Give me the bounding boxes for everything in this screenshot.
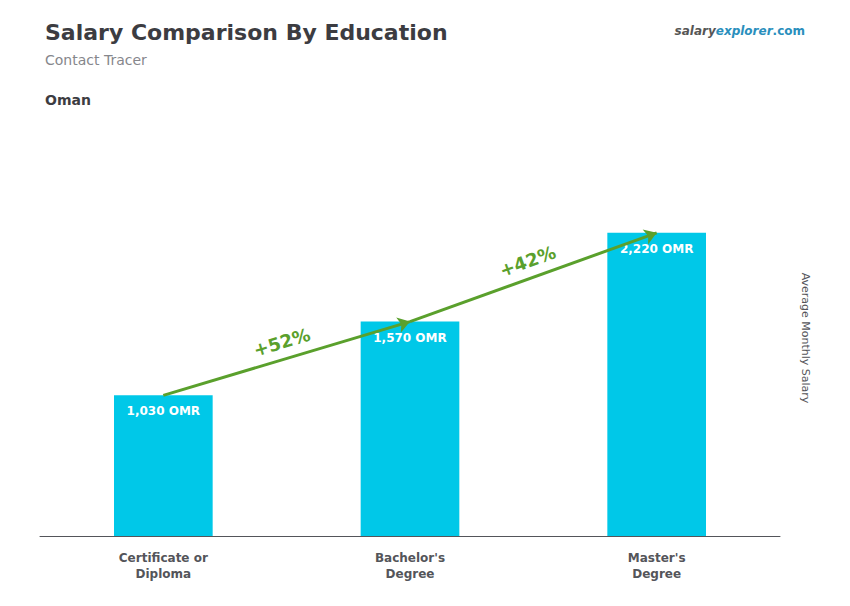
svg-text:Degree: Degree bbox=[386, 567, 435, 581]
svg-text:.com: .com bbox=[773, 24, 805, 38]
svg-text:Master's: Master's bbox=[628, 551, 686, 565]
svg-text:Salary Comparison By Education: Salary Comparison By Education bbox=[45, 20, 448, 45]
svg-text:1,030 OMR: 1,030 OMR bbox=[127, 404, 201, 418]
svg-text:+52%: +52% bbox=[251, 324, 313, 361]
svg-text:2,220 OMR: 2,220 OMR bbox=[620, 242, 694, 256]
svg-text:Average Monthly Salary: Average Monthly Salary bbox=[799, 273, 812, 404]
svg-text:+42%: +42% bbox=[497, 242, 559, 281]
svg-text:Degree: Degree bbox=[632, 567, 681, 581]
svg-text:Certificate or: Certificate or bbox=[119, 551, 208, 565]
svg-text:salary: salary bbox=[675, 24, 717, 38]
svg-text:explorer: explorer bbox=[716, 24, 774, 38]
svg-text:Contact Tracer: Contact Tracer bbox=[45, 52, 147, 68]
svg-text:Bachelor's: Bachelor's bbox=[375, 551, 445, 565]
svg-text:Oman: Oman bbox=[45, 92, 91, 108]
svg-text:1,570 OMR: 1,570 OMR bbox=[373, 331, 447, 345]
svg-text:Diploma: Diploma bbox=[136, 567, 192, 581]
